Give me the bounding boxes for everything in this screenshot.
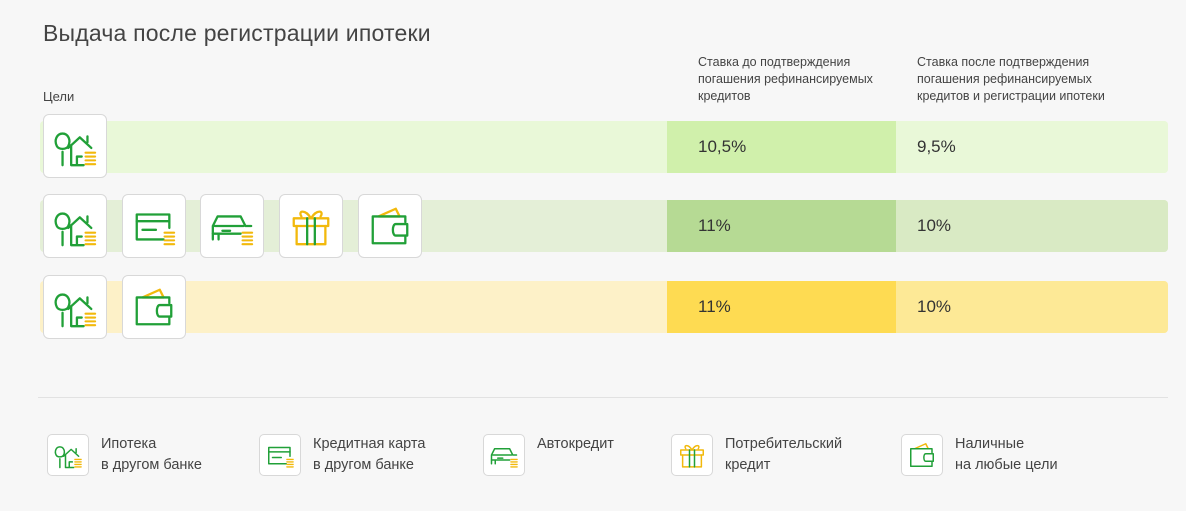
credit-card-icon — [122, 194, 186, 258]
rate-after-value: 10% — [917, 216, 952, 235]
goals-column-label: Цели — [43, 89, 75, 104]
wallet-icon — [358, 194, 422, 258]
wallet-icon — [122, 275, 186, 339]
house-icon — [43, 114, 107, 178]
divider — [38, 397, 1168, 398]
page-title: Выдача после регистрации ипотеки — [43, 20, 431, 46]
car-icon — [483, 434, 525, 476]
credit-card-icon — [259, 434, 301, 476]
gift-icon — [279, 194, 343, 258]
rate-before-value: 11% — [698, 216, 731, 235]
rate-after-value: 10% — [917, 297, 952, 316]
rate-after-header: Ставка после подтверждения погашения реф… — [917, 55, 1105, 103]
house-icon — [43, 275, 107, 339]
rate-row-mortgage: 10,5% 9,5% — [40, 121, 1168, 173]
wallet-icon — [901, 434, 943, 476]
rate-before-value: 11% — [698, 297, 731, 316]
rate-before-header: Ставка до подтверждения погашения рефина… — [698, 55, 873, 103]
gift-icon — [671, 434, 713, 476]
house-icon — [47, 434, 89, 476]
rate-before-value: 10,5% — [698, 137, 747, 156]
rate-after-value: 9,5% — [917, 137, 956, 156]
car-icon — [200, 194, 264, 258]
house-icon — [43, 194, 107, 258]
rate-row-mortgage-cash: 11% 10% — [40, 281, 1168, 333]
